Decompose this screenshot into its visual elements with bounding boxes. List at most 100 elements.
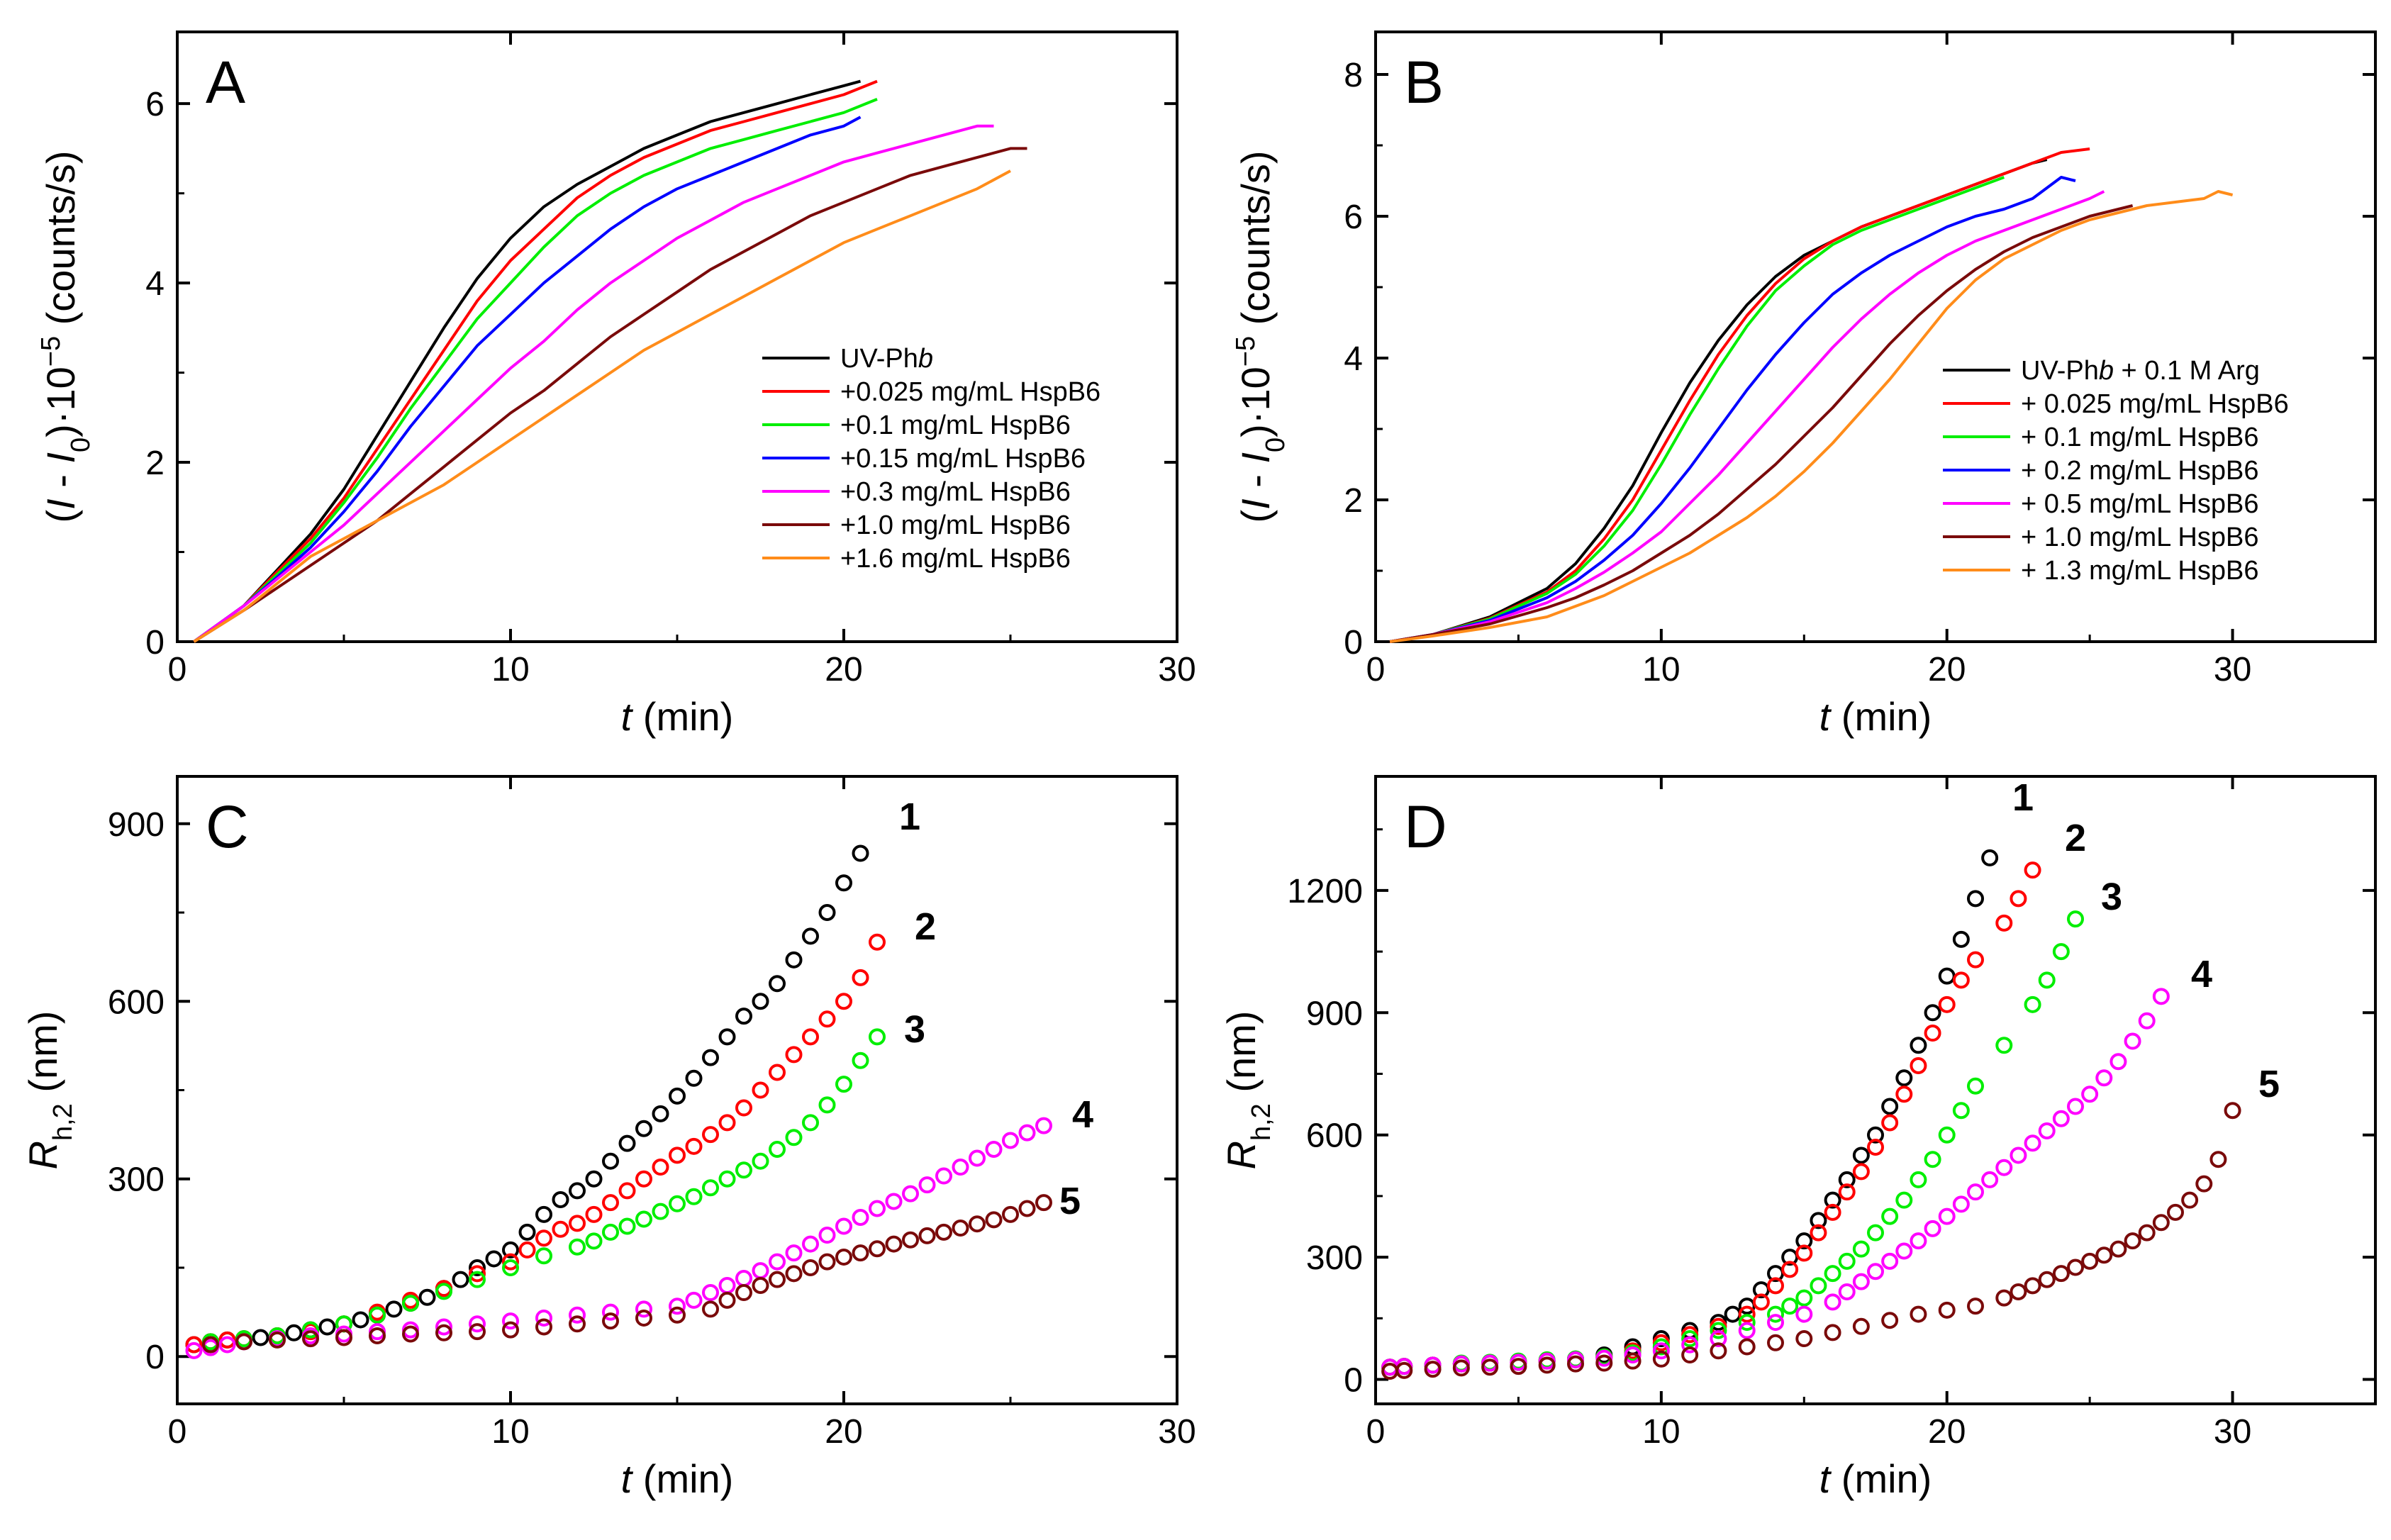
data-point bbox=[652, 1203, 669, 1220]
data-point bbox=[1795, 1244, 1813, 1262]
data-point bbox=[618, 1182, 636, 1200]
data-point bbox=[1952, 930, 1970, 948]
series-line-2 bbox=[1389, 147, 2090, 643]
data-point bbox=[1452, 1359, 1470, 1377]
data-point bbox=[218, 1331, 236, 1349]
data-point bbox=[2095, 1246, 2113, 1264]
data-point bbox=[1738, 1305, 1756, 1323]
x-tick-label: 10 bbox=[491, 651, 529, 688]
y-tick-label: 900 bbox=[1306, 995, 1363, 1032]
data-point bbox=[685, 1291, 703, 1309]
data-point bbox=[935, 1167, 952, 1185]
series-line-4 bbox=[193, 116, 862, 643]
y-axis-label: Rh,2 (nm) bbox=[21, 1011, 78, 1170]
x-tick-label: 20 bbox=[1928, 651, 1966, 688]
data-point bbox=[552, 1220, 569, 1238]
data-point bbox=[402, 1295, 419, 1312]
data-point bbox=[518, 1223, 536, 1241]
data-point bbox=[752, 993, 769, 1010]
data-point bbox=[1395, 1361, 1413, 1379]
panel-label: A bbox=[206, 49, 245, 116]
data-point bbox=[1852, 1240, 1870, 1258]
data-point bbox=[2124, 1232, 2141, 1250]
data-point bbox=[852, 1244, 869, 1262]
data-point bbox=[1795, 1305, 1813, 1323]
data-point bbox=[718, 1291, 736, 1309]
data-point bbox=[1795, 1232, 1813, 1250]
series-line-2 bbox=[193, 79, 878, 643]
data-point bbox=[769, 1140, 786, 1158]
data-point bbox=[618, 1134, 636, 1152]
data-point bbox=[418, 1288, 436, 1306]
data-point bbox=[835, 993, 852, 1010]
data-point bbox=[1867, 1224, 1884, 1242]
data-point bbox=[902, 1231, 919, 1249]
legend-entry: + 1.0 mg/mL HspB6 bbox=[2021, 523, 2258, 552]
data-point bbox=[1895, 1086, 1913, 1103]
data-point bbox=[518, 1241, 536, 1259]
curve-label: 5 bbox=[1059, 1180, 1081, 1222]
data-point bbox=[1738, 1314, 1756, 1332]
y-tick-label: 2 bbox=[145, 445, 165, 482]
y-tick-label: 4 bbox=[145, 265, 165, 303]
data-point bbox=[502, 1321, 519, 1339]
data-point bbox=[1924, 1004, 1941, 1022]
data-point bbox=[1567, 1355, 1584, 1373]
x-axis-label: t (min) bbox=[1819, 1456, 1932, 1501]
data-point bbox=[785, 951, 803, 969]
data-point bbox=[1995, 1159, 2013, 1176]
y-tick-label: 2 bbox=[1344, 482, 1363, 520]
data-point bbox=[818, 1227, 836, 1244]
data-point bbox=[535, 1205, 552, 1223]
series-line-1 bbox=[193, 79, 862, 643]
data-point bbox=[1767, 1314, 1784, 1332]
data-point bbox=[1910, 1171, 1927, 1188]
data-point bbox=[818, 1096, 836, 1114]
data-point bbox=[602, 1194, 619, 1212]
curve-label: 2 bbox=[2065, 817, 2086, 859]
data-point bbox=[1995, 1037, 2013, 1054]
data-point bbox=[1767, 1334, 1784, 1351]
data-point bbox=[252, 1329, 269, 1346]
data-point bbox=[352, 1311, 369, 1329]
data-point bbox=[635, 1210, 652, 1228]
data-point bbox=[618, 1217, 636, 1235]
data-point bbox=[2095, 1069, 2113, 1087]
data-point bbox=[702, 1284, 719, 1302]
y-axis-label: (I - I0)·10−5 (counts/s) bbox=[36, 150, 96, 523]
data-point bbox=[185, 1336, 203, 1354]
data-point bbox=[2081, 1086, 2099, 1103]
data-point bbox=[718, 1028, 736, 1046]
data-point bbox=[2038, 1122, 2056, 1139]
data-point bbox=[2024, 1134, 2041, 1152]
data-point bbox=[1952, 1102, 1970, 1120]
x-tick-label: 20 bbox=[1928, 1413, 1966, 1451]
curve-label: 4 bbox=[2191, 953, 2212, 995]
data-point bbox=[402, 1325, 419, 1343]
data-point bbox=[1952, 971, 1970, 989]
data-point bbox=[685, 1188, 703, 1205]
data-point bbox=[718, 1114, 736, 1132]
data-point bbox=[1995, 1289, 2013, 1307]
data-point bbox=[1852, 1163, 1870, 1181]
legend-entry: + 0.2 mg/mL HspB6 bbox=[2021, 456, 2258, 486]
y-tick-label: 6 bbox=[1344, 199, 1363, 236]
data-point bbox=[969, 1149, 986, 1167]
legend-entry: + 1.3 mg/mL HspB6 bbox=[2021, 556, 2258, 586]
legend-entry: +0.025 mg/mL HspB6 bbox=[840, 377, 1100, 407]
data-point bbox=[452, 1271, 469, 1288]
data-point bbox=[869, 1200, 886, 1217]
data-point bbox=[769, 1064, 786, 1081]
data-point bbox=[2152, 1214, 2170, 1232]
x-tick-label: 20 bbox=[825, 651, 862, 688]
data-point bbox=[1852, 1146, 1870, 1164]
data-point bbox=[702, 1300, 719, 1318]
data-point bbox=[869, 1240, 886, 1258]
data-point bbox=[1981, 849, 1999, 866]
data-point bbox=[1981, 1171, 1999, 1188]
curve-label: 1 bbox=[899, 796, 920, 838]
curve-label: 3 bbox=[2101, 876, 2122, 918]
data-point bbox=[2052, 1265, 2070, 1283]
data-point bbox=[602, 1152, 619, 1170]
data-point bbox=[1838, 1283, 1856, 1300]
